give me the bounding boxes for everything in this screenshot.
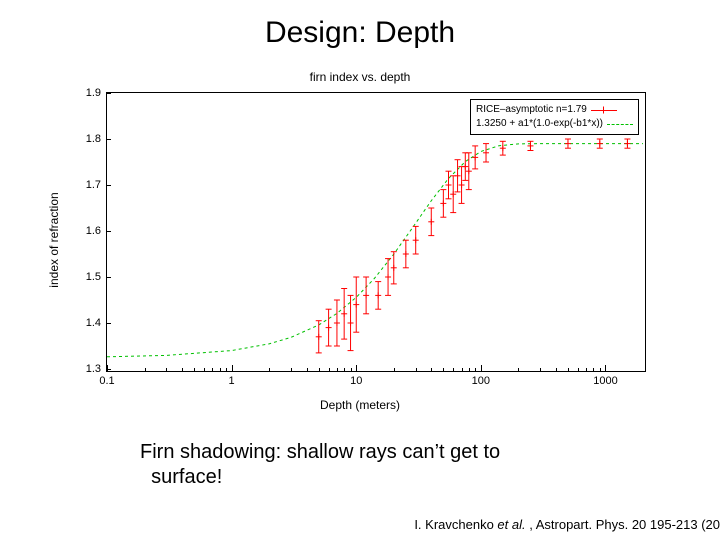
ytick-label: 1.7	[86, 179, 101, 191]
ytick-label: 1.5	[86, 271, 101, 283]
ytick-label: 1.3	[86, 363, 101, 375]
ytick-label: 1.8	[86, 133, 101, 145]
xtick-label: 100	[472, 375, 490, 387]
chart-plot-area: RICE–asymptotic n=1.79 1.3250 + a1*(1.0-…	[106, 92, 646, 372]
citation-suffix: , Astropart. Phys. 20 195-213 (20	[526, 517, 720, 532]
legend-label: 1.3250 + a1*(1.0-exp(-b1*x))	[476, 117, 603, 131]
legend-entry-data: RICE–asymptotic n=1.79	[476, 103, 633, 117]
xtick-label: 0.1	[99, 375, 114, 387]
xtick-label: 10	[350, 375, 362, 387]
firn-index-chart: firn index vs. depth index of refraction…	[60, 70, 660, 410]
legend-entry-fit: 1.3250 + a1*(1.0-exp(-b1*x))	[476, 117, 633, 131]
legend-marker-line-icon	[607, 118, 633, 130]
citation-text: I. Kravchenko et al. , Astropart. Phys. …	[414, 517, 720, 532]
slide-root: Design: Depth firn index vs. depth index…	[0, 0, 720, 540]
citation-italic: et al.	[497, 517, 525, 532]
legend-marker-cross-icon	[591, 104, 617, 116]
chart-ylabel: index of refraction	[47, 192, 61, 287]
citation-prefix: I. Kravchenko	[414, 517, 497, 532]
ytick-label: 1.6	[86, 225, 101, 237]
caption-line: surface!	[151, 466, 222, 488]
chart-legend: RICE–asymptotic n=1.79 1.3250 + a1*(1.0-…	[470, 99, 639, 135]
caption-line: Firn shadowing: shallow rays can’t get t…	[140, 441, 500, 463]
chart-title: firn index vs. depth	[60, 70, 660, 84]
slide-title: Design: Depth	[0, 16, 720, 50]
xtick-label: 1000	[593, 375, 617, 387]
caption-text: Firn shadowing: shallow rays can’t get t…	[140, 440, 580, 490]
legend-label: RICE–asymptotic n=1.79	[476, 103, 587, 117]
ytick-label: 1.9	[86, 87, 101, 99]
chart-xlabel: Depth (meters)	[60, 398, 660, 412]
ytick-label: 1.4	[86, 317, 101, 329]
xtick-label: 1	[229, 375, 235, 387]
